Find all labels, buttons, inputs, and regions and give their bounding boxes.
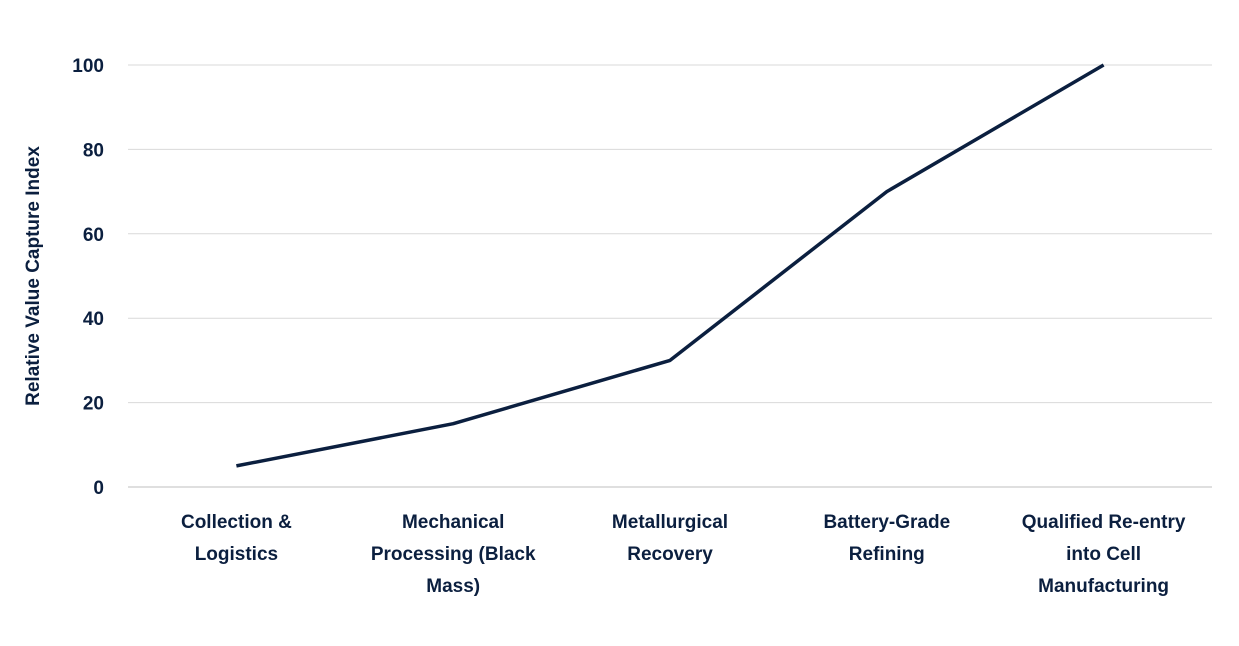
x-tick-label: Mechanical Processing (Black Mass) bbox=[371, 512, 536, 597]
x-tick-label-line: Metallurgical bbox=[612, 512, 728, 533]
series-line bbox=[236, 65, 1103, 466]
series bbox=[236, 65, 1103, 466]
y-axis-label: Relative Value Capture Index bbox=[23, 146, 44, 406]
x-tick-labels: Collection & Logistics Mechanical Processin… bbox=[181, 512, 1186, 597]
y-tick-label: 100 bbox=[72, 56, 104, 77]
gridlines bbox=[128, 65, 1212, 487]
x-tick-label-line: Qualified Re-entry bbox=[1022, 512, 1186, 533]
x-tick-label-line: Recovery bbox=[627, 544, 713, 565]
x-tick-label: Collection & Logistics bbox=[181, 512, 292, 565]
y-tick-label: 40 bbox=[83, 309, 104, 330]
y-tick-label: 0 bbox=[93, 478, 104, 499]
y-tick-label: 60 bbox=[83, 225, 104, 246]
x-tick-label-line: Battery-Grade bbox=[823, 512, 950, 533]
x-tick-label: Battery-Grade Refining bbox=[823, 512, 950, 565]
y-tick-label: 80 bbox=[83, 140, 104, 161]
x-tick-label-line: Processing (Black bbox=[371, 544, 536, 565]
x-tick-label-line: into Cell bbox=[1066, 544, 1141, 565]
x-tick-label-line: Manufacturing bbox=[1038, 576, 1169, 597]
x-tick-label: Qualified Re-entry into Cell Manufacturing bbox=[1022, 512, 1186, 597]
x-tick-label-line: Refining bbox=[849, 544, 925, 565]
x-tick-label-line: Mass) bbox=[426, 576, 480, 597]
y-tick-labels: 0 20 40 60 80 100 bbox=[72, 56, 104, 499]
x-tick-label-line: Mechanical bbox=[402, 512, 504, 533]
x-tick-label-line: Logistics bbox=[195, 544, 278, 565]
x-tick-label: Metallurgical Recovery bbox=[612, 512, 728, 565]
y-tick-label: 20 bbox=[83, 394, 104, 415]
x-tick-label-line: Collection & bbox=[181, 512, 292, 533]
